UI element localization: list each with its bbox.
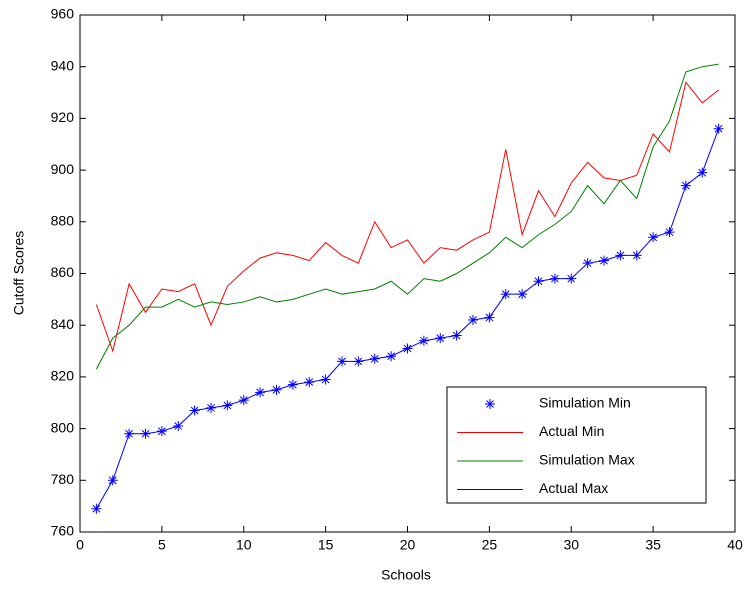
- y-tick-label: 840: [51, 316, 75, 332]
- x-tick-label: 5: [158, 537, 166, 553]
- series-line: [95, 128, 720, 509]
- x-tick-label: 0: [76, 537, 84, 553]
- x-axis-label: Schools: [381, 567, 431, 583]
- legend-label: Simulation Max: [539, 452, 635, 468]
- y-axis-label: Cutoff Scores: [11, 231, 27, 316]
- x-tick-label: 15: [318, 537, 334, 553]
- x-tick-label: 40: [727, 537, 743, 553]
- series-line: [95, 81, 719, 353]
- x-tick-label: 30: [563, 537, 579, 553]
- x-tick-label: 25: [482, 537, 498, 553]
- x-tick-label: 20: [400, 537, 416, 553]
- legend-label: Actual Min: [539, 423, 604, 439]
- series-line: [95, 63, 719, 370]
- y-tick-label: 780: [51, 471, 75, 487]
- y-tick-label: 760: [51, 523, 75, 539]
- legend-marker: [485, 399, 495, 409]
- y-tick-label: 940: [51, 57, 75, 73]
- y-tick-label: 860: [51, 264, 75, 280]
- legend-label: Actual Max: [539, 480, 608, 496]
- y-tick-label: 880: [51, 213, 75, 229]
- y-tick-label: 900: [51, 161, 75, 177]
- y-tick-label: 820: [51, 368, 75, 384]
- x-tick-label: 35: [645, 537, 661, 553]
- y-tick-label: 800: [51, 419, 75, 435]
- y-tick-label: 920: [51, 109, 75, 125]
- y-tick-label: 960: [51, 6, 75, 22]
- legend-label: Simulation Min: [539, 395, 631, 411]
- x-tick-label: 10: [236, 537, 252, 553]
